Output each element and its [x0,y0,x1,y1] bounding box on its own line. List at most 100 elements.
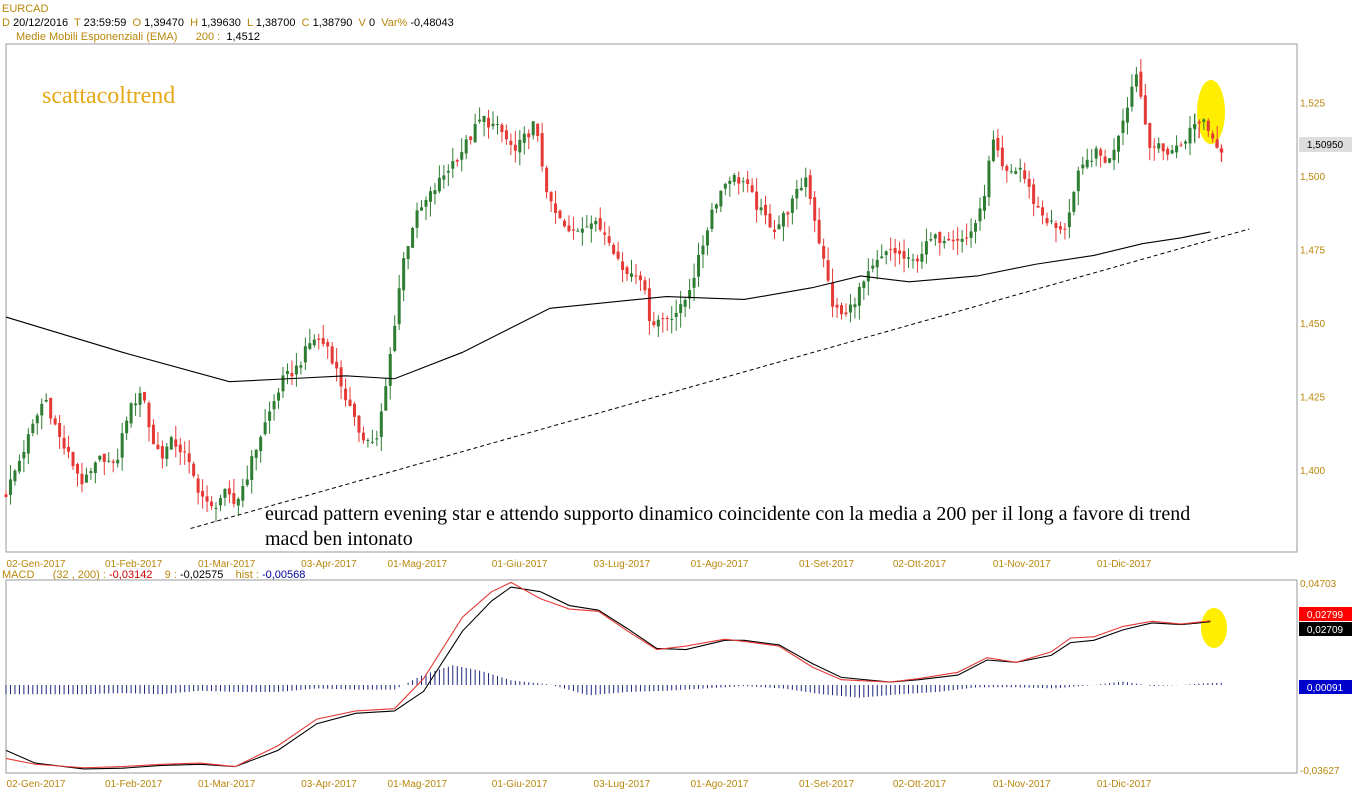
candle-body [1036,205,1040,208]
candle-body [1085,159,1089,168]
candle-body [344,388,348,401]
candle-body [522,133,526,143]
watermark-text: scattacoltrend [42,83,175,109]
candle-body [1094,148,1098,159]
candle-body [808,175,812,199]
candle-body [254,449,258,458]
candle-body [670,318,674,320]
candle-body [1130,86,1134,107]
candle-body [1125,107,1129,123]
candle-body [969,231,973,238]
candle-body [406,246,410,260]
candle-body [612,244,616,254]
candle-body [1157,143,1161,149]
candle-body [1009,171,1013,173]
candle-body [196,478,200,493]
candle-body [1072,192,1076,212]
candle-body [259,436,263,452]
candle-body [102,453,106,462]
candle-body [728,180,732,184]
macd-x-tick: 01-Nov-2017 [993,779,1051,790]
candle-body [898,250,902,254]
candle-body [1139,71,1143,97]
candle-body [1143,95,1147,125]
candle-body [424,200,428,207]
candle-body [281,375,285,392]
candle-body [201,491,205,497]
candle-body [366,440,370,442]
candle-body [58,423,62,437]
candle-body [1103,156,1107,163]
ema-readout: Medie Mobili Esponenziali (EMA) 200 : 1,… [16,31,261,43]
candle-body [4,494,8,497]
candle-body [93,462,97,474]
candle-body [630,273,634,277]
candle-body [518,139,522,153]
macd-line [5,581,1211,769]
candle-body [312,339,316,346]
candle-body [965,237,969,239]
candle-body [62,437,66,449]
candle-body [500,124,504,133]
candle-body [826,260,830,281]
candle-body [116,459,120,464]
candle-body [893,247,897,254]
candle-body [44,399,48,402]
candle-body [746,179,750,184]
candle-body [379,411,383,437]
candle-body [701,245,705,255]
candle-body [603,232,607,235]
candle-body [710,209,714,229]
macd-signal-line-tip [1181,621,1211,626]
candle-body [487,117,491,128]
candle-body [321,338,325,345]
price-y-tick: 1,400 [1300,466,1325,477]
macd-x-tick: 01-Ago-2017 [691,779,749,790]
candle-body [223,488,227,498]
candle-body [143,392,147,401]
candle-body [665,318,669,320]
candle-body [478,119,482,122]
candle-body [625,267,629,275]
candle-body [527,133,531,138]
macd-x-tick: 03-Apr-2017 [301,779,357,790]
candle-body [120,433,124,458]
candle-body [299,365,303,368]
candle-body [996,137,1000,151]
candle-body [755,191,759,210]
candle-body [531,121,535,136]
candle-body [156,444,160,449]
candle-body [67,446,71,452]
candle-body [160,446,164,459]
candle-body [138,393,142,405]
signal-value-label: 0,02709 [1307,625,1344,636]
candle-body [250,456,254,480]
candle-body [1058,226,1062,230]
price-y-tick: 1,500 [1300,172,1325,183]
candle-body [35,415,39,424]
candle-body [688,290,692,299]
candle-body [562,220,566,227]
macd-x-tick: 01-Mag-2017 [388,779,448,790]
candle-body [451,161,455,169]
candle-body [1023,170,1027,179]
candle-body [183,451,187,453]
candle-body [764,204,768,216]
evening-star-highlight [1197,80,1225,144]
candle-body [621,261,625,270]
candle-body [464,139,468,154]
candle-body [1049,220,1053,222]
macd-panel-frame [5,579,1298,774]
candle-body [567,225,571,232]
candle-body [1112,149,1116,161]
price-x-tick: 02-Gen-2017 [7,559,66,570]
candle-body [875,259,879,268]
candle-body [290,372,294,377]
candle-body [17,460,21,472]
candle-body [402,258,406,291]
macd-line-tip [1181,620,1211,625]
candle-body [1027,178,1031,187]
candle-body [1067,212,1071,228]
candle-body [482,115,486,123]
candle-body [1206,120,1210,131]
